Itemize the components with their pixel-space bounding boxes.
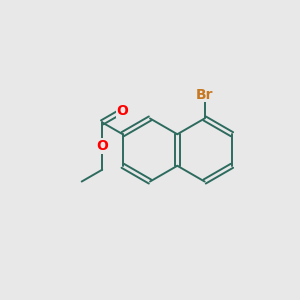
Text: Br: Br <box>196 88 213 102</box>
Text: O: O <box>96 139 108 153</box>
Text: O: O <box>117 103 129 118</box>
